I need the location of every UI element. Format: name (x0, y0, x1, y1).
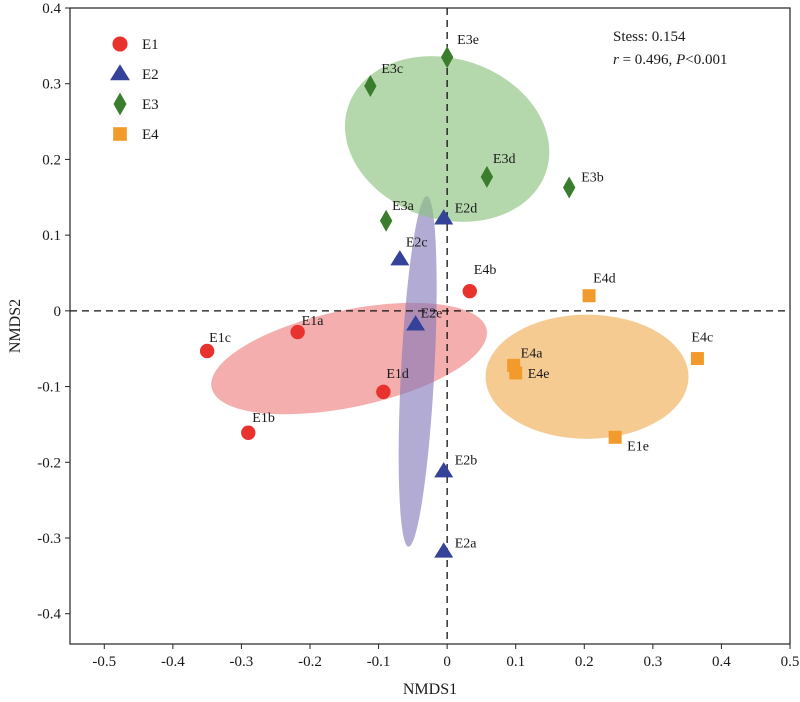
point-label-e3d: E3d (493, 152, 516, 167)
plot-frame (69, 7, 791, 645)
ellipse-e2 (398, 196, 437, 547)
point-e1d (376, 384, 391, 400)
point-label-e3e: E3e (457, 33, 479, 48)
point-label-e2a: E2a (455, 537, 478, 552)
r-value: = 0.496, (619, 52, 676, 68)
point-e1b (241, 425, 256, 440)
correlation-annotation: r = 0.496, P<0.001 (613, 52, 727, 68)
y-tick-label: 0.1 (42, 228, 61, 244)
x-axis-title: NMDS1 (403, 681, 457, 698)
x-tick-label: -0.1 (367, 654, 391, 670)
point-e1a (290, 324, 305, 340)
point-label-e2e: E2e (421, 306, 443, 321)
point-label-e1b: E1b (252, 411, 275, 426)
point-e3c (364, 74, 377, 97)
x-tick-label: -0.3 (230, 654, 254, 670)
point-e1e (608, 430, 622, 444)
stress-annotation: Stess: 0.154 (613, 29, 686, 45)
point-e4c (690, 352, 704, 366)
point-e3a (379, 209, 393, 232)
ellipse-e3 (344, 56, 550, 222)
x-tick-label: 0 (443, 654, 451, 670)
y-tick-label: -0.4 (37, 607, 61, 623)
x-tick-label: 0.5 (781, 654, 800, 670)
legend-label-e1: E1 (142, 37, 159, 53)
point-label-e1d: E1d (386, 367, 409, 382)
legend-label-e4: E4 (142, 127, 159, 143)
point-labels: E1a E1b E1c E1d E4b E2a E2b E2c E2d E2e E3a E3b E3c E… (209, 33, 713, 551)
reference-lines (70, 8, 790, 644)
point-label-e1e: E1e (627, 439, 649, 454)
p-value: <0.001 (685, 52, 727, 68)
r-symbol: r (613, 52, 619, 68)
y-tick-label: 0 (54, 304, 62, 320)
point-e4d (582, 289, 596, 303)
legend-marker-e4 (113, 127, 127, 141)
legend-marker-e3 (113, 92, 127, 116)
y-tick-label: 0.3 (42, 77, 61, 93)
point-label-e3b: E3b (581, 170, 604, 185)
x-tick-label: 0.2 (575, 654, 594, 670)
point-label-e4a: E4a (521, 346, 544, 361)
point-label-e3c: E3c (381, 62, 403, 77)
point-e2a (434, 542, 454, 558)
y-tick-label: -0.2 (37, 455, 61, 471)
point-label-e4b: E4b (474, 263, 497, 278)
point-label-e1c: E1c (209, 331, 231, 346)
ellipse-e4 (485, 314, 689, 439)
x-tick-label: -0.5 (92, 654, 116, 670)
point-label-e2c: E2c (406, 235, 428, 250)
legend-marker-e2 (110, 64, 130, 81)
point-label-e3a: E3a (392, 199, 415, 214)
point-label-e1a: E1a (302, 314, 325, 329)
x-tick-label: 0.3 (643, 654, 662, 670)
x-tick-label: 0.1 (506, 654, 525, 670)
point-label-e2d: E2d (455, 201, 478, 216)
y-axis-title: NMDS2 (7, 299, 24, 353)
point-e2c (390, 250, 410, 266)
point-label-e4d: E4d (593, 272, 616, 287)
point-e1c (199, 343, 215, 359)
point-e2e (406, 315, 426, 331)
legend-label-e3: E3 (142, 97, 159, 113)
x-tick-label: 0.4 (712, 654, 731, 670)
y-tick-label: 0.4 (42, 1, 61, 17)
ellipses-layer (211, 56, 689, 547)
legend-label-e2: E2 (142, 67, 159, 83)
point-e3b (563, 176, 576, 199)
y-tick-label: 0.2 (42, 152, 61, 168)
point-e4e (509, 366, 523, 380)
data-points (199, 46, 704, 558)
legend-marker-e1 (112, 36, 128, 52)
point-e2d (434, 209, 454, 225)
x-tick-label: -0.4 (161, 654, 185, 670)
point-e2b (434, 462, 454, 478)
point-label-e2b: E2b (455, 453, 478, 468)
point-e4b (462, 283, 477, 299)
x-tick-label: -0.2 (298, 654, 322, 670)
y-tick-label: -0.1 (37, 380, 61, 396)
point-label-e4c: E4c (691, 331, 713, 346)
y-tick-label: -0.3 (37, 531, 61, 547)
axis-ticks: -0.5 -0.4 -0.3 -0.2 -0.1 0 0.1 0.2 0.3 0.4 0.5 -0.4… (37, 1, 799, 670)
p-symbol: P (675, 52, 685, 68)
ellipse-e1 (211, 302, 487, 415)
point-label-e4e: E4e (528, 367, 550, 382)
legend: E1 E2 E3 E4 (110, 36, 159, 143)
point-e3e (440, 46, 454, 69)
point-e3d (480, 165, 494, 188)
